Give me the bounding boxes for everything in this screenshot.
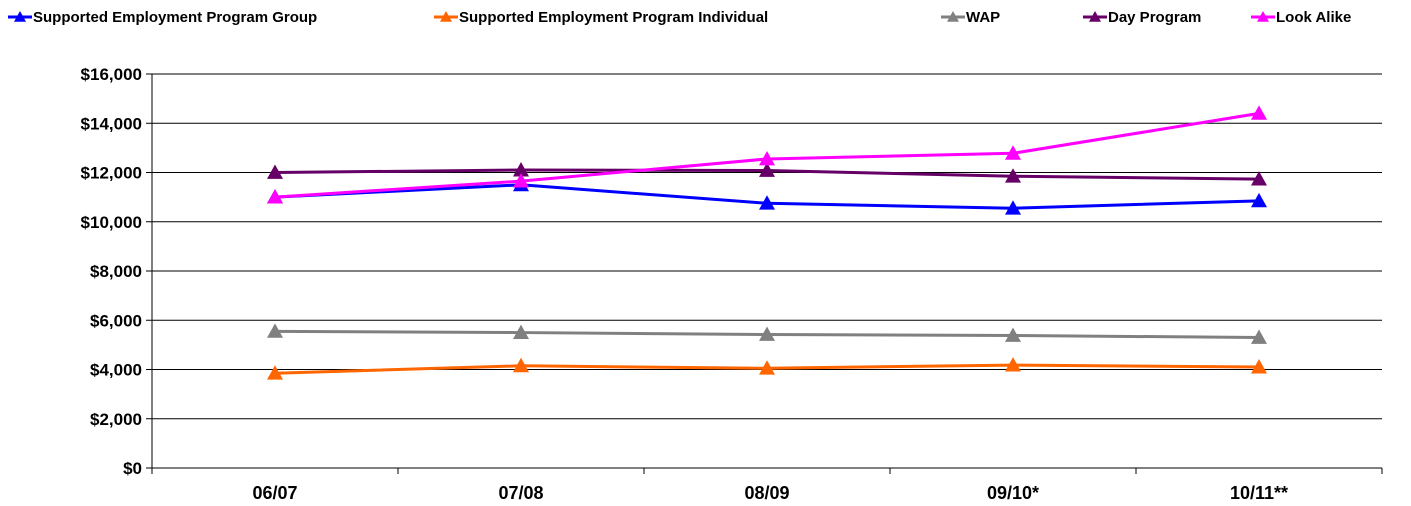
x-category-label: 10/11** <box>1230 483 1288 503</box>
data-point-marker <box>1005 145 1021 160</box>
x-category-label: 08/09 <box>744 483 789 503</box>
legend-swatch-marker <box>440 11 452 22</box>
data-point-marker <box>1251 329 1267 344</box>
data-point-marker <box>1005 357 1021 372</box>
legend-swatch-marker <box>1089 11 1101 22</box>
data-point-marker <box>1005 200 1021 215</box>
series-supported-employment-program-group <box>267 176 1267 215</box>
data-point-marker <box>759 162 775 177</box>
y-tick-label: $14,000 <box>81 114 142 133</box>
y-tick-label: $6,000 <box>90 311 142 330</box>
x-category-label: 06/07 <box>252 483 297 503</box>
legend: Supported Employment Program Group Suppor… <box>8 9 1351 26</box>
data-point-marker <box>1251 105 1267 120</box>
data-point-marker <box>267 323 283 338</box>
y-tick-label: $4,000 <box>90 361 142 380</box>
series-supported-employment-program-individual <box>267 357 1267 380</box>
series-day-program <box>267 162 1267 186</box>
data-point-marker <box>513 162 529 177</box>
y-tick-label: $16,000 <box>81 65 142 84</box>
data-point-marker <box>513 357 529 373</box>
legend-item-supported-employment-program-group: Supported Employment Program Group <box>8 9 317 26</box>
y-tick-label: $12,000 <box>81 164 142 183</box>
legend-swatch-marker <box>1257 11 1269 22</box>
legend-label: WAP <box>966 9 1000 26</box>
legend-label: Supported Employment Program Individual <box>459 9 768 26</box>
data-point-marker <box>759 326 775 341</box>
series-wap <box>267 323 1267 344</box>
series-look-alike <box>267 105 1267 204</box>
legend-item-look-alike: Look Alike <box>1251 9 1351 26</box>
legend-label: Supported Employment Program Group <box>33 9 317 26</box>
series-lines <box>267 105 1267 380</box>
data-point-marker <box>1005 327 1021 342</box>
x-axis-category-labels: 06/07 07/08 08/09 09/10* 10/11** <box>252 483 1288 503</box>
legend-item-wap: WAP <box>941 9 1000 26</box>
y-tick-label: $10,000 <box>81 213 142 232</box>
data-point-marker <box>1251 359 1267 374</box>
data-point-marker <box>513 324 529 339</box>
legend-item-day-program: Day Program <box>1083 9 1201 26</box>
data-point-marker <box>759 195 775 210</box>
data-point-marker <box>267 189 283 204</box>
gridlines <box>146 73 1382 469</box>
data-point-marker <box>759 360 775 375</box>
data-point-marker <box>1005 168 1021 183</box>
data-point-marker <box>267 365 283 380</box>
y-tick-label: $2,000 <box>90 410 142 429</box>
legend-swatch-marker <box>947 11 959 22</box>
data-point-marker <box>1251 171 1267 186</box>
y-tick-label: $0 <box>123 459 142 478</box>
x-category-label: 07/08 <box>498 483 543 503</box>
data-point-marker <box>513 173 529 188</box>
x-category-label: 09/10* <box>987 483 1039 503</box>
legend-label: Look Alike <box>1276 9 1351 26</box>
y-tick-label: $8,000 <box>90 262 142 281</box>
data-point-marker <box>267 164 283 179</box>
y-axis-tick-labels: $0 $2,000 $4,000 $6,000 $8,000 $10,000 $12,000… <box>81 65 142 478</box>
legend-item-supported-employment-program-individual: Supported Employment Program Individual <box>434 9 768 26</box>
axes <box>151 74 1383 474</box>
data-point-marker <box>759 150 775 166</box>
data-point-marker <box>1251 192 1267 208</box>
legend-swatch-marker <box>14 11 26 22</box>
legend-label: Day Program <box>1108 9 1201 26</box>
